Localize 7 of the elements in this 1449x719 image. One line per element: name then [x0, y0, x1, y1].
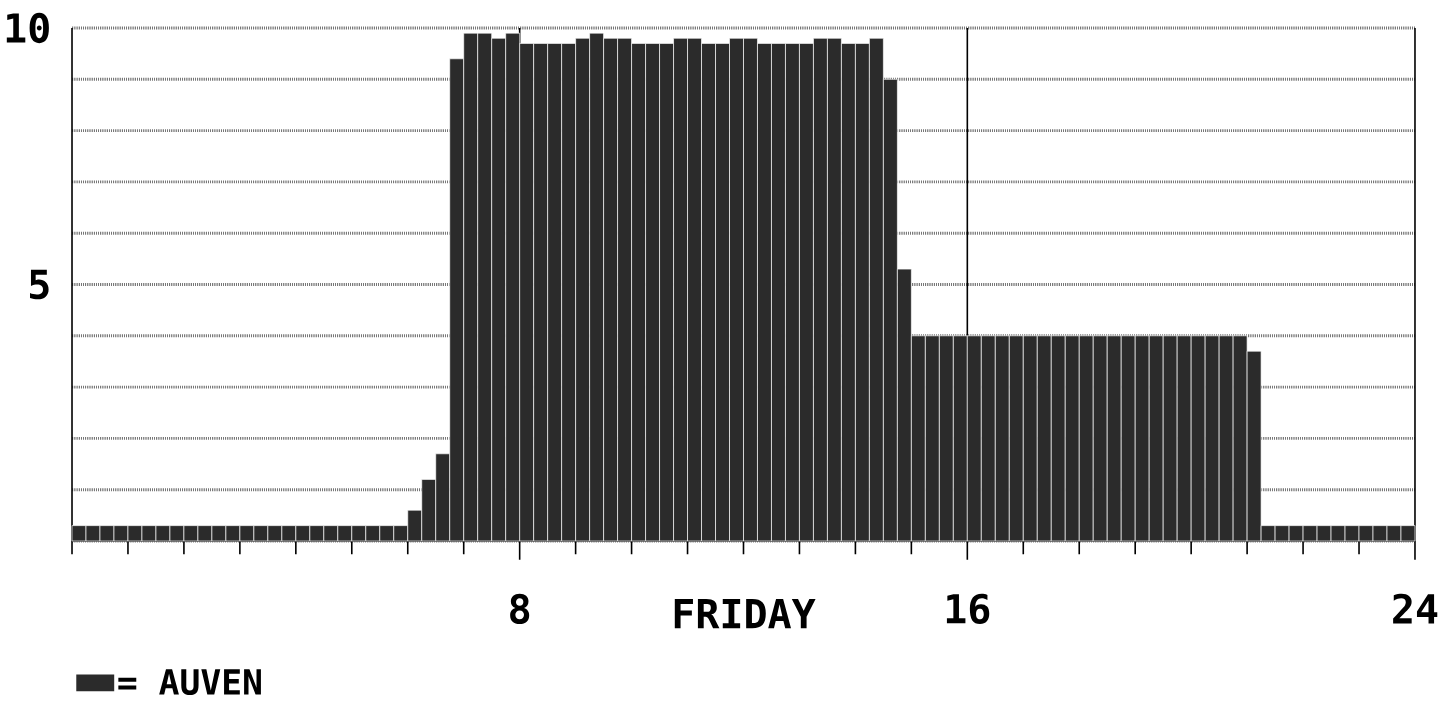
x-tick-label: 24 — [1393, 593, 1438, 624]
x-tick-label: 16 — [946, 593, 990, 624]
y-tick-label: 5 — [30, 269, 49, 300]
x-axis-title: FRIDAY — [674, 599, 816, 629]
y-tick-label: 10 — [6, 12, 49, 44]
legend-label: = AUVEN — [118, 669, 261, 696]
x-tick-label: 8 — [510, 593, 530, 624]
